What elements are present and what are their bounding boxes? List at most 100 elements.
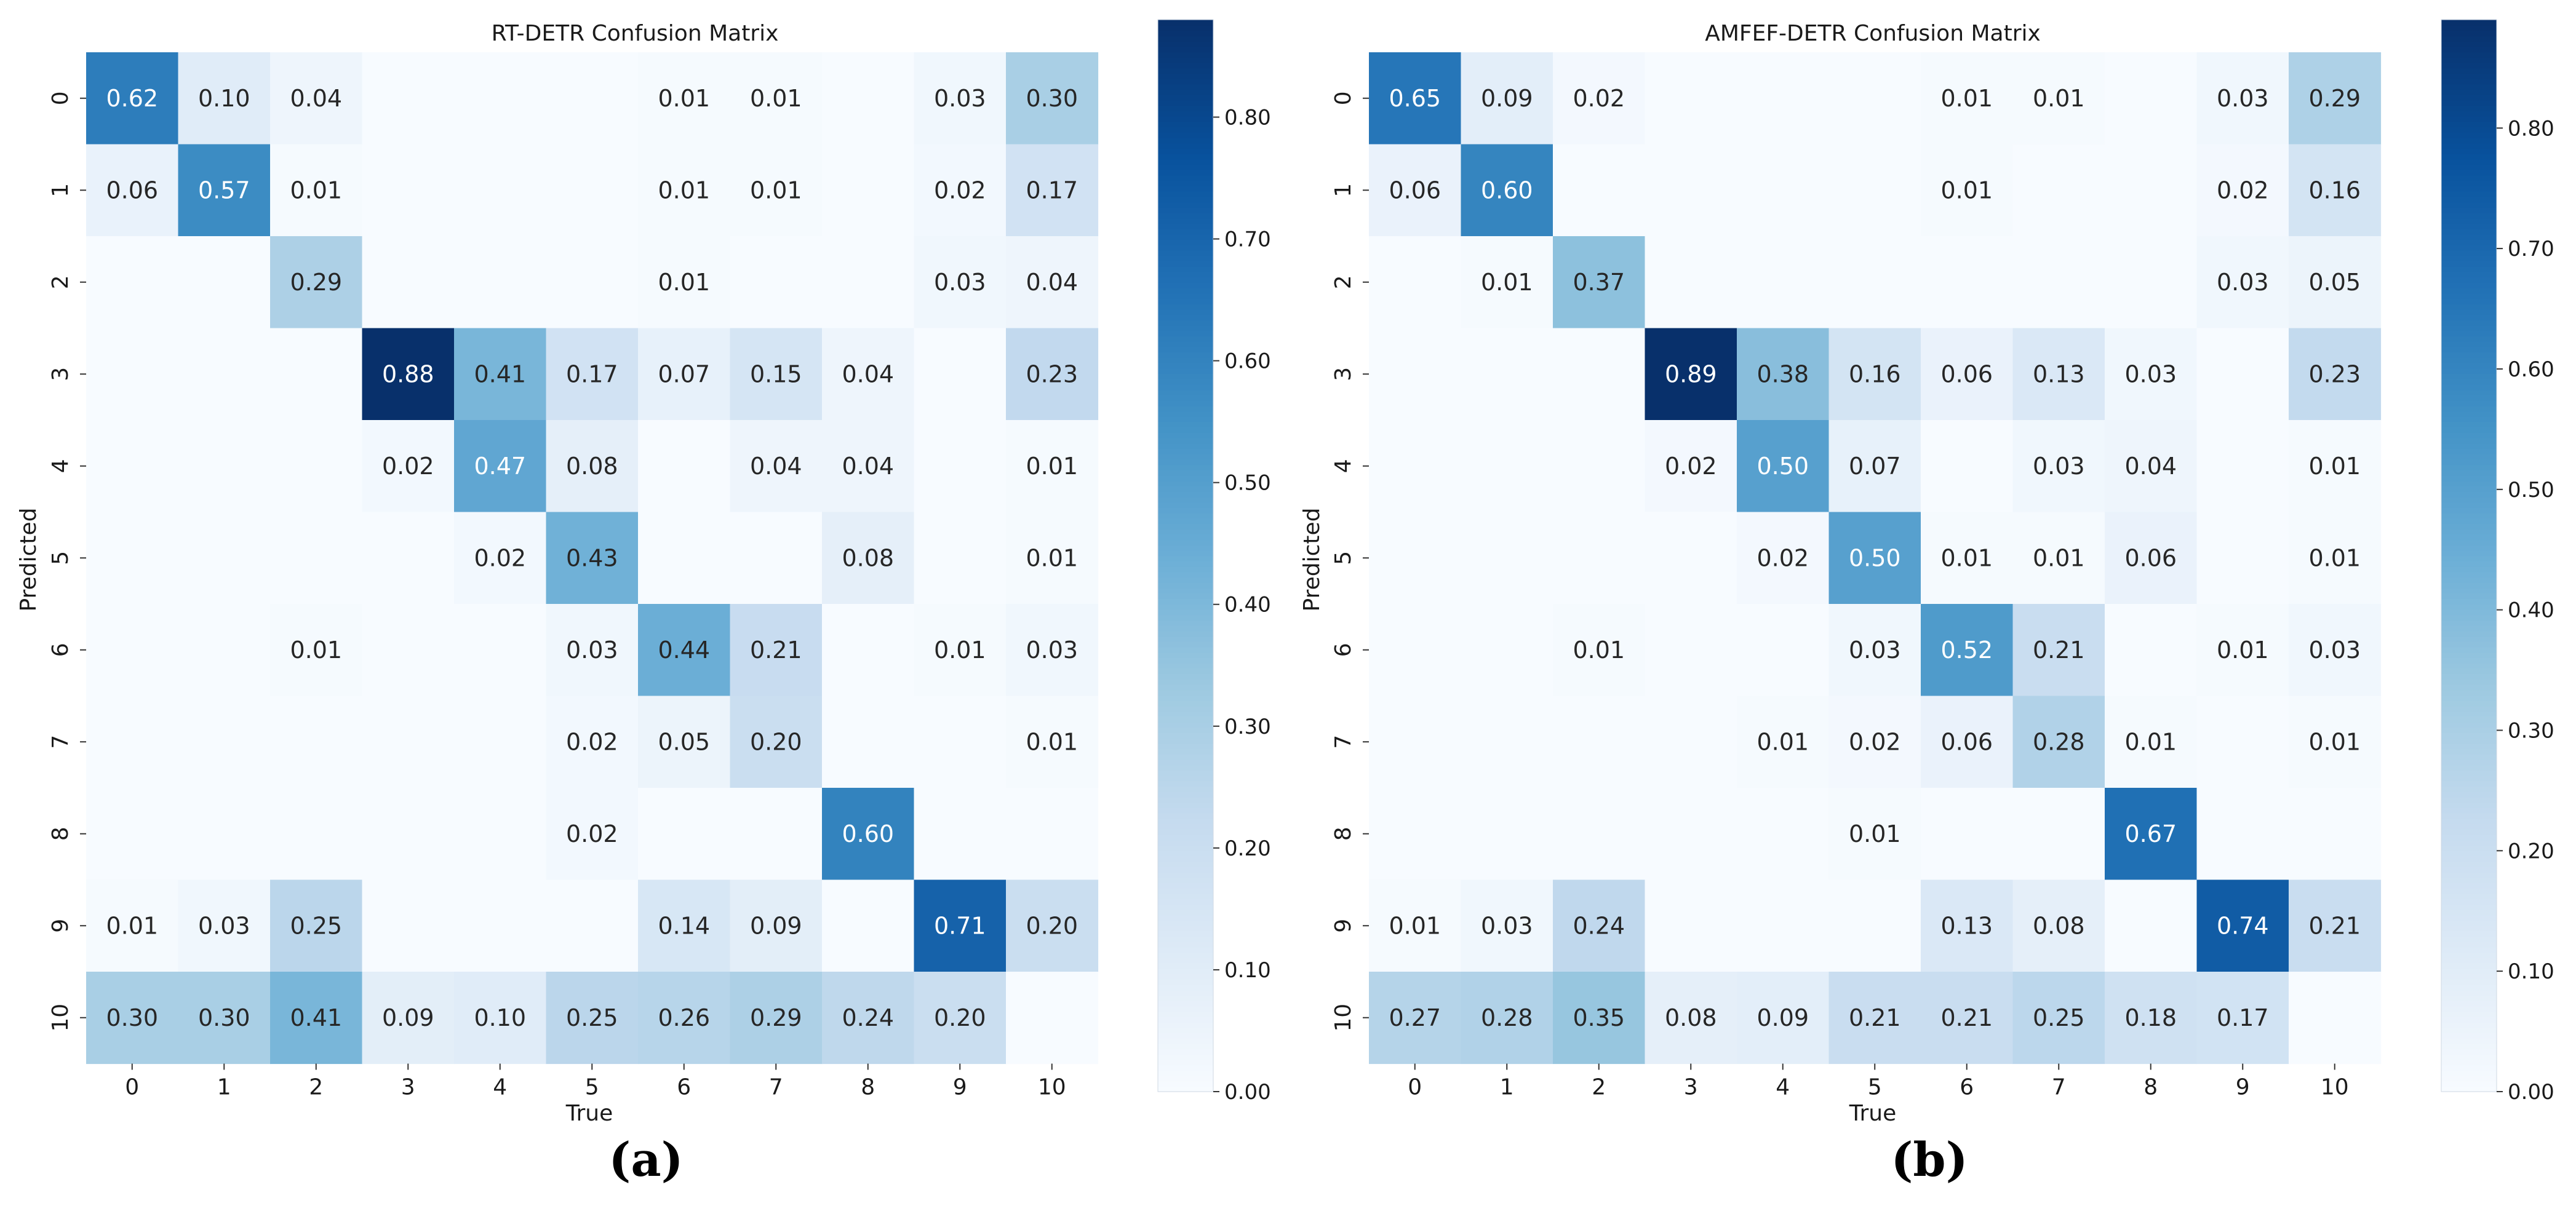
heatmap-cell-r3-c10 [2289,328,2382,421]
heatmap-cell-r4-c4 [454,420,547,513]
colorbar-band [1158,855,1213,862]
colorbar-band [2441,893,2497,900]
colorbar-band [2441,191,2497,197]
colorbar-band [1158,309,1213,315]
colorbar-band [1158,1006,1213,1012]
heatmap-cell-r10-c1 [1461,972,1553,1065]
colorbar-band [1158,411,1213,417]
colorbar-band [2441,1011,2497,1017]
x-tick-label: 5 [1868,1075,1882,1100]
cell-value-label: 0.01 [290,177,342,204]
heatmap-cell-r6-c6 [1921,604,2014,697]
colorbar-band [2441,368,2497,374]
cell-value-label: 0.05 [658,728,710,755]
cell-value-label: 0.71 [934,912,986,939]
colorbar-band [1158,395,1213,401]
cell-value-label: 0.44 [658,637,710,664]
heatmap-cell-r0-c5 [546,52,639,145]
heatmap-cell-r9-c1 [1461,879,1553,972]
colorbar-band [1158,68,1213,74]
cell-value-label: 0.03 [1849,637,1901,664]
heatmap-cell-r1-c2 [270,144,363,237]
colorbar-band [1158,603,1213,610]
cell-value-label: 0.25 [2033,1004,2085,1031]
cell-value-label: 0.10 [198,85,250,112]
colorbar-band [2441,496,2497,503]
cell-value-label: 0.52 [1940,637,1993,664]
y-tick-label: 7 [1331,735,1356,749]
x-tick-label: 10 [1038,1075,1066,1100]
colorbar-band [2441,218,2497,224]
colorbar-band [1158,25,1213,31]
colorbar-band [2441,866,2497,873]
colorbar-band [1158,443,1213,449]
colorbar-band [1158,952,1213,958]
colorbar-band [2441,770,2497,776]
heatmap-cell-r6-c8 [822,604,915,697]
colorbar-tick-label: 0.30 [2508,718,2554,743]
heatmap-cell-r0-c10 [1006,52,1099,145]
heatmap-cell-r10-c2 [270,972,363,1065]
heatmap-cell-r10-c0 [86,972,179,1065]
heatmap-cell-r4-c0 [86,420,179,513]
colorbar-band [1158,1022,1213,1028]
heatmap-cell-r2-c6 [1921,236,2014,329]
cell-value-label: 0.09 [382,1004,434,1031]
heatmap-cell-r4-c1 [178,420,271,513]
colorbar-band [2441,871,2497,878]
colorbar-band [2441,464,2497,470]
colorbar-band [2441,834,2497,841]
cell-value-label: 0.16 [1849,360,1901,387]
y-tick-label: 5 [48,551,73,565]
heatmap-cell-r7-c5 [1828,696,1921,788]
colorbar-band [2441,105,2497,111]
colorbar-band [1158,845,1213,851]
colorbar-band [1158,84,1213,90]
colorbar-band [2441,303,2497,310]
heatmap-cell-r0-c0 [86,52,179,145]
colorbar-band [1158,673,1213,680]
heatmap-cell-r4-c10 [2289,420,2382,513]
heatmap-cell-r4-c6 [638,420,731,513]
heatmap-cell-r10-c9 [2196,972,2289,1065]
cell-value-label: 0.04 [1026,269,1078,296]
colorbar-band [2441,298,2497,304]
cell-value-label: 0.60 [1481,177,1533,204]
heatmap-cell-r5-c9 [2196,512,2289,605]
colorbar-band [2441,630,2497,637]
cell-value-label: 0.17 [2217,1004,2269,1031]
cell-value-label: 0.29 [2308,85,2361,112]
colorbar-band [2441,314,2497,320]
colorbar-band [2441,528,2497,535]
heatmap-cell-r1-c6 [638,144,731,237]
heatmap-cell-r4-c6 [1921,420,2014,513]
colorbar-band [1158,89,1213,95]
heatmap-cell-r2-c6 [638,236,731,329]
colorbar-band [2441,978,2497,985]
y-tick-label: 2 [1331,275,1356,289]
x-tick-label: 0 [1408,1075,1422,1100]
cell-value-label: 0.62 [106,85,158,112]
heatmap-cell-r7-c8 [2105,696,2198,788]
colorbar-band [2441,968,2497,975]
colorbar-band [1158,812,1213,819]
x-axis-label: True [565,1101,613,1126]
cell-value-label: 0.20 [750,728,802,755]
colorbar-band [1158,748,1213,755]
heatmap-cell-r6-c3 [362,604,455,697]
y-tick-label: 9 [1331,919,1356,933]
cell-value-label: 0.21 [2033,637,2085,664]
heatmap-cell-r3-c9 [914,328,1007,421]
cell-value-label: 0.50 [1757,453,1809,480]
colorbar-band [1158,159,1213,165]
colorbar-band [2441,839,2497,846]
heatmap-cell-r3-c6 [638,328,731,421]
colorbar-band [1158,700,1213,707]
colorbar-band [2441,293,2497,299]
colorbar-band [2441,614,2497,621]
colorbar-band [2441,46,2497,53]
colorbar-band [2441,636,2497,642]
colorbar-band [1158,577,1213,583]
colorbar-band [2441,577,2497,583]
colorbar-band [2441,903,2497,910]
